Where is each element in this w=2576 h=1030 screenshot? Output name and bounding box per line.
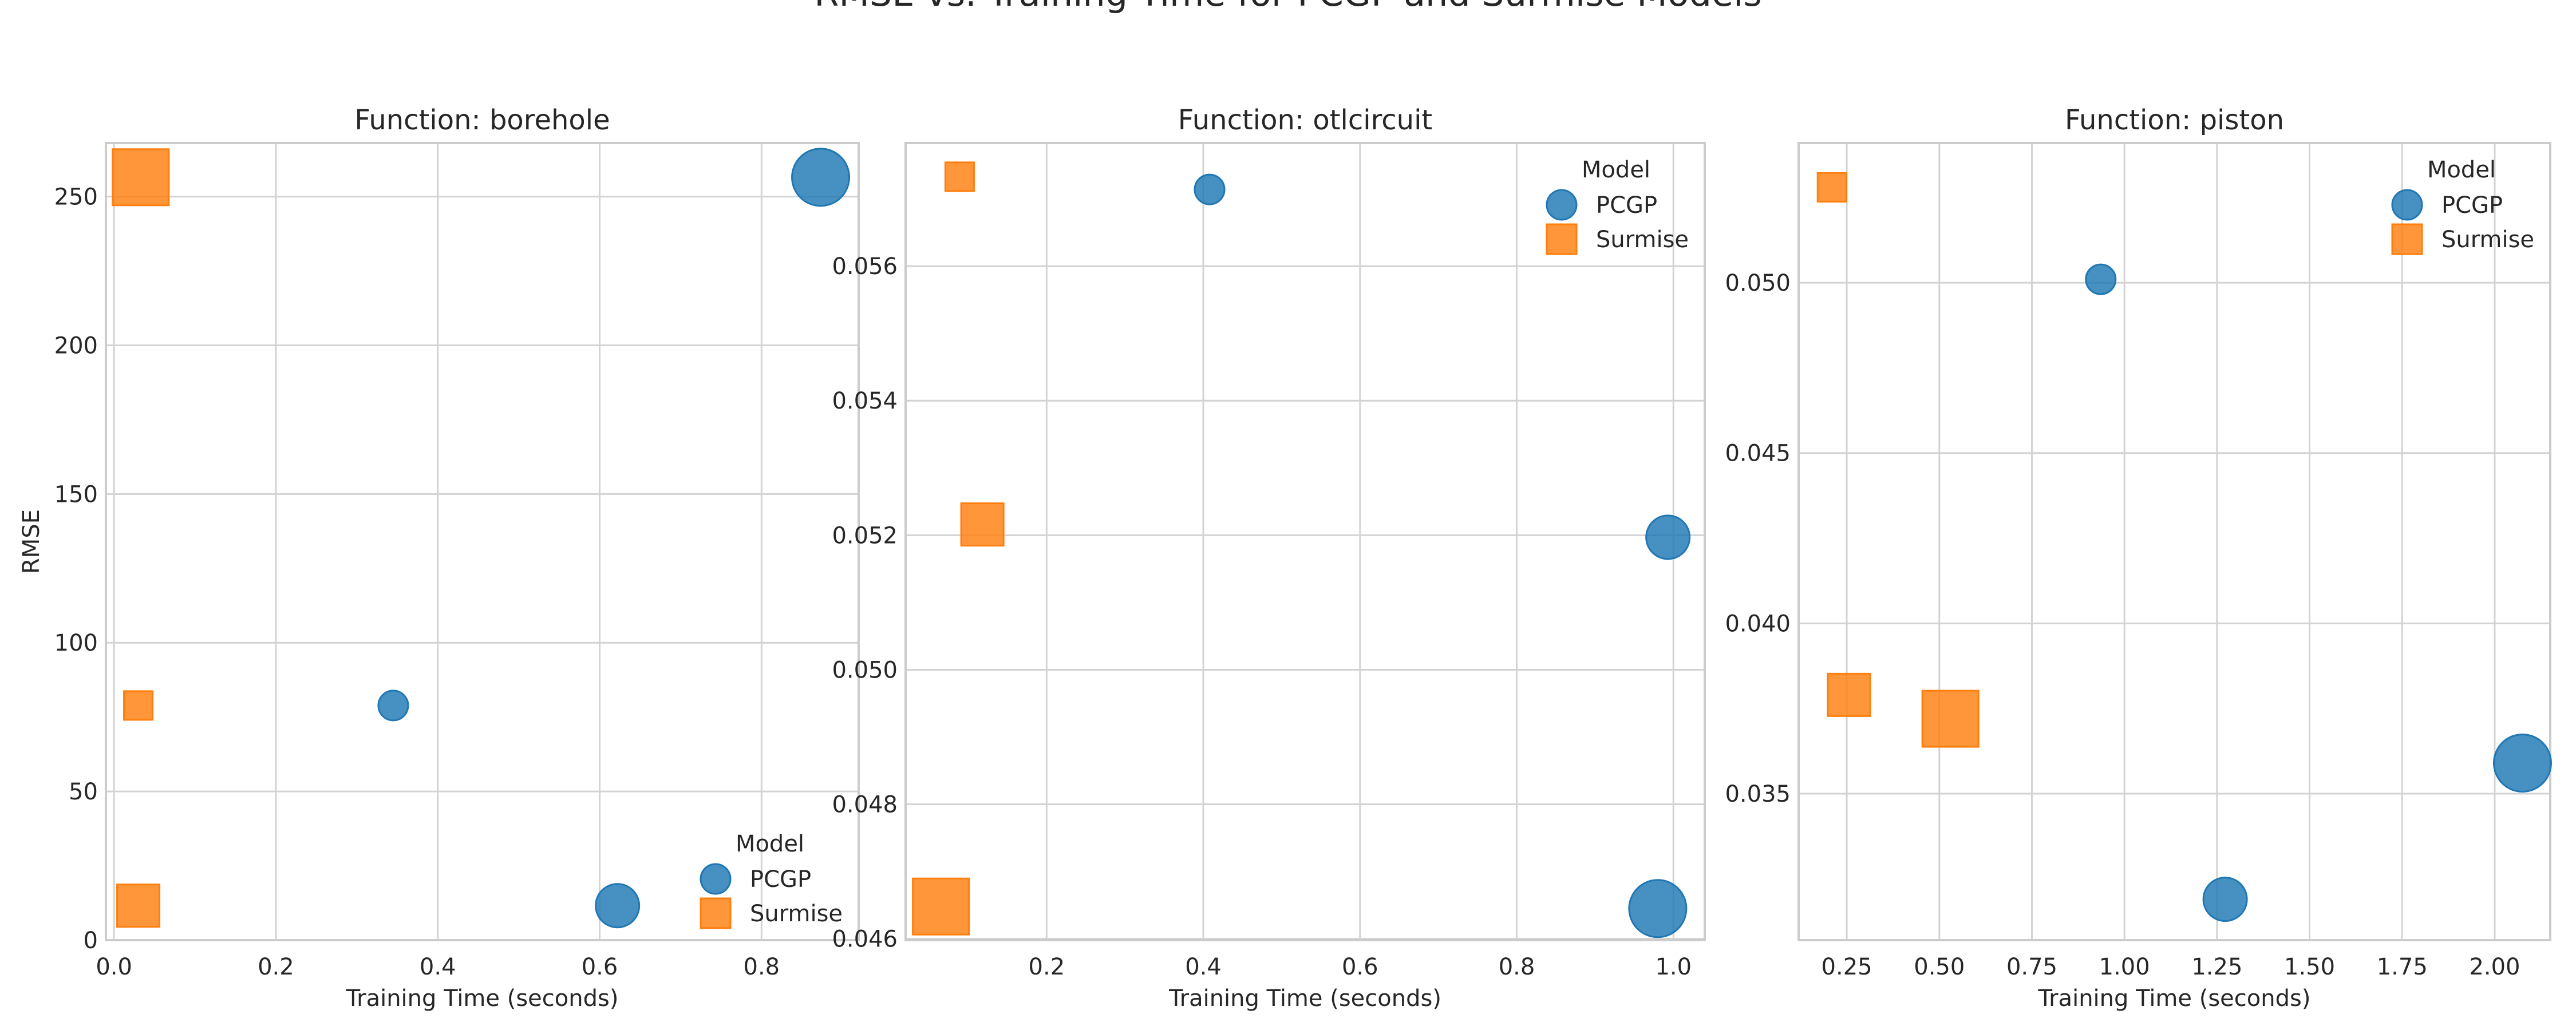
x-axis-label: Training Time (seconds) (346, 985, 619, 1012)
y-tick-label: 200 (54, 332, 98, 359)
legend: Model PCGP Surmise (1546, 157, 1689, 255)
y-tick-label: 0.056 (832, 253, 898, 280)
y-tick-label: 0 (84, 928, 98, 954)
x-tick-label: 0.0 (96, 954, 132, 980)
data-point-surmise (1827, 672, 1871, 717)
axes-frame (1797, 142, 2551, 941)
y-tick-label: 0.046 (832, 926, 898, 953)
legend: Model PCGP Surmise (700, 831, 843, 929)
data-point-pcgp (377, 690, 409, 722)
data-point-pcgp (2085, 263, 2117, 295)
legend-marker-surmise (700, 897, 732, 929)
x-axis-label: Training Time (seconds) (2038, 985, 2311, 1012)
data-point-surmise (944, 161, 975, 192)
x-tick-label: 0.4 (420, 954, 456, 980)
legend-label-surmise: Surmise (2441, 227, 2534, 253)
y-tick-label: 0.052 (832, 522, 898, 549)
legend-marker-surmise (1546, 223, 1578, 255)
x-tick-label: 0.50 (1914, 954, 1965, 980)
x-tick-label: 0.4 (1185, 954, 1222, 980)
chart-panel-3: 0.25 0.50 0.75 1.00 1.25 1.50 1.75 2.00 0.035 0.0… (1725, 104, 2552, 1012)
y-tick-label: 0.050 (1725, 270, 1791, 296)
legend-label-pcgp: PCGP (1596, 192, 1657, 219)
x-tick-label: 1.75 (2377, 954, 2428, 980)
data-point-pcgp (2202, 877, 2248, 922)
x-tick-label: 0.8 (744, 954, 780, 980)
legend-title: Model (1582, 157, 1650, 183)
data-point-pcgp (1628, 879, 1688, 938)
data-point-surmise (116, 884, 161, 928)
figure-suptitle: RMSE vs. Training Time for PCGP and Surm… (814, 0, 1761, 14)
y-tick-label: 100 (54, 630, 98, 656)
chart-title: Function: piston (2065, 104, 2284, 136)
y-tick-label: 0.035 (1725, 781, 1791, 807)
y-tick-label: 0.054 (832, 388, 898, 414)
y-tick-label: 250 (54, 184, 98, 211)
legend-marker-surmise (2391, 223, 2423, 255)
y-tick-label: 150 (54, 481, 98, 508)
legend: Model PCGP Surmise (2391, 157, 2534, 255)
data-point-surmise (912, 877, 970, 936)
legend-label-surmise: Surmise (1596, 227, 1689, 253)
legend-title: Model (736, 831, 804, 857)
x-tick-label: 0.6 (582, 954, 618, 980)
legend-marker-pcgp (700, 863, 732, 895)
data-point-surmise (123, 690, 154, 721)
legend-marker-pcgp (1546, 189, 1578, 221)
x-tick-label: 1.0 (1655, 954, 1692, 980)
data-point-surmise (1921, 690, 1980, 748)
panels: 0.0 0.2 0.4 0.6 0.8 0 50 100 150 200 250 Function: … (18, 104, 2552, 1012)
y-tick-label: 0.045 (1725, 441, 1791, 467)
y-tick-label: 0.040 (1725, 611, 1791, 637)
x-tick-label: 1.50 (2284, 954, 2335, 980)
x-tick-label: 0.2 (258, 954, 294, 980)
axes-frame (904, 142, 1706, 941)
y-tick-label: 0.050 (832, 657, 898, 683)
x-tick-label: 1.25 (2191, 954, 2242, 980)
chart-title: Function: borehole (354, 104, 610, 136)
chart-panel-2: 0.2 0.4 0.6 0.8 1.0 0.046 0.048 0.050 0.052 0.054… (832, 104, 1706, 1012)
data-point-pcgp (595, 883, 641, 929)
data-point-pcgp (791, 148, 851, 207)
data-point-surmise (112, 148, 170, 207)
data-point-pcgp (1645, 514, 1691, 560)
x-tick-label: 0.6 (1342, 954, 1378, 980)
legend-title: Model (2427, 157, 2496, 183)
y-tick-label: 0.048 (832, 792, 898, 818)
data-point-pcgp (2492, 733, 2552, 793)
legend-label-surmise: Surmise (750, 901, 843, 927)
x-tick-label: 0.25 (1822, 954, 1872, 980)
x-tick-label: 2.00 (2469, 954, 2520, 980)
x-tick-label: 1.00 (2099, 954, 2150, 980)
y-tick-label: 50 (69, 779, 98, 805)
y-axis-label: RMSE (18, 509, 45, 574)
chart-panel-1: 0.0 0.2 0.4 0.6 0.8 0 50 100 150 200 250 Function: … (18, 104, 860, 1012)
x-tick-label: 0.75 (2006, 954, 2057, 980)
chart-title: Function: otlcircuit (1178, 104, 1433, 136)
legend-marker-pcgp (2391, 189, 2423, 221)
axes-frame (105, 142, 860, 941)
legend-label-pcgp: PCGP (2441, 192, 2503, 219)
x-axis-label: Training Time (seconds) (1168, 985, 1441, 1012)
data-point-surmise (1816, 172, 1847, 203)
x-tick-label: 0.2 (1029, 954, 1065, 980)
x-tick-label: 0.8 (1499, 954, 1535, 980)
legend-label-pcgp: PCGP (750, 866, 811, 893)
data-point-pcgp (1194, 173, 1226, 205)
data-point-surmise (960, 502, 1005, 547)
